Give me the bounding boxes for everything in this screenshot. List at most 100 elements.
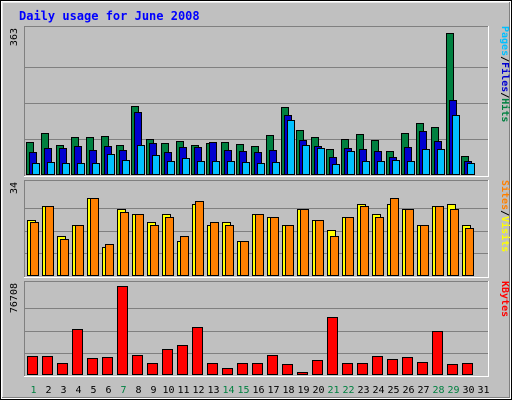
bar-pages-day-30	[467, 163, 475, 175]
bar-pages-day-3	[62, 163, 70, 175]
bar-pages-day-21	[332, 164, 340, 175]
legend-visits: Visits	[499, 216, 511, 252]
bar-kbytes-day-7	[117, 286, 128, 375]
x-tick-label: 27	[417, 385, 429, 396]
x-tick-label: 5	[90, 385, 96, 396]
bar-sites-day-7	[120, 212, 129, 276]
bar-sites-day-12	[195, 201, 204, 276]
series-legend: Pages/Files/Hits	[499, 26, 511, 122]
bar-sites-day-10	[165, 217, 174, 276]
legend-separator: /	[499, 56, 510, 62]
bar-sites-day-29	[450, 209, 459, 276]
bar-kbytes-day-24	[372, 356, 383, 375]
legend-pages: Pages	[499, 26, 510, 56]
bar-kbytes-day-21	[327, 317, 338, 375]
x-tick-label: 10	[162, 385, 174, 396]
bar-sites-day-4	[75, 225, 84, 276]
bar-pages-day-1	[32, 163, 40, 175]
bar-kbytes-day-16	[252, 363, 263, 375]
y-max-label: 363	[9, 28, 20, 46]
x-tick-label: 12	[192, 385, 204, 396]
bar-kbytes-day-17	[267, 355, 278, 375]
legend-separator: /	[499, 92, 510, 98]
bar-kbytes-day-6	[102, 357, 113, 375]
bar-kbytes-day-19	[297, 372, 308, 375]
bar-kbytes-day-12	[192, 327, 203, 375]
bar-kbytes-day-4	[72, 329, 83, 375]
bar-kbytes-day-8	[132, 355, 143, 375]
x-tick-label: 14	[222, 385, 234, 396]
bar-pages-day-16	[257, 163, 265, 175]
bar-kbytes-day-18	[282, 364, 293, 375]
bar-kbytes-day-29	[447, 364, 458, 375]
bar-kbytes-day-20	[312, 360, 323, 375]
bar-pages-day-17	[272, 162, 280, 175]
bar-sites-day-13	[210, 222, 219, 276]
x-tick-label: 31	[477, 385, 489, 396]
x-tick-label: 9	[150, 385, 156, 396]
x-tick-label: 13	[207, 385, 219, 396]
bar-kbytes-day-2	[42, 356, 53, 375]
bar-kbytes-day-28	[432, 331, 443, 375]
bar-kbytes-day-27	[417, 362, 428, 375]
x-tick-label: 4	[75, 385, 81, 396]
x-tick-label: 29	[447, 385, 459, 396]
bar-sites-day-16	[255, 214, 264, 276]
x-tick-label: 22	[342, 385, 354, 396]
x-tick-label: 18	[282, 385, 294, 396]
bar-pages-day-10	[167, 161, 175, 175]
bar-pages-day-19	[302, 145, 310, 175]
legend-separator: /	[499, 210, 510, 216]
x-tick-label: 23	[357, 385, 369, 396]
bar-pages-day-12	[197, 161, 205, 175]
bar-sites-day-21	[330, 236, 339, 276]
y-max-label: 34	[9, 182, 20, 194]
bar-kbytes-day-9	[147, 363, 158, 375]
bar-sites-day-19	[300, 209, 309, 276]
x-tick-label: 30	[462, 385, 474, 396]
bar-kbytes-day-14	[222, 368, 233, 375]
bar-kbytes-day-5	[87, 358, 98, 375]
x-tick-label: 21	[327, 385, 339, 396]
panel-kbytes: 76708 KBytes	[9, 281, 510, 377]
bar-pages-day-20	[317, 148, 325, 175]
bar-pages-day-7	[122, 160, 130, 175]
legend-sites: Sites	[499, 180, 511, 210]
bar-pages-day-5	[92, 163, 100, 175]
legend-files: Files	[499, 62, 511, 92]
x-tick-label: 20	[312, 385, 324, 396]
x-tick-label: 6	[105, 385, 111, 396]
x-tick-label: 7	[120, 385, 126, 396]
panel-visits-sites: 34 Sites/Visits	[9, 180, 511, 278]
x-axis: 1 2 3 4 5 6 7 8 9 10 11 12 13 14 15 16 17 18 19 20 21 22 23 24 2…	[30, 385, 489, 396]
bar-sites-day-9	[150, 225, 159, 276]
bar-sites-day-30	[465, 228, 474, 276]
bar-kbytes-day-25	[387, 359, 398, 375]
series-legend: KBytes	[499, 281, 510, 317]
bar-kbytes-day-10	[162, 349, 173, 375]
bar-pages-day-26	[407, 161, 415, 175]
bar-kbytes-day-13	[207, 363, 218, 375]
bar-pages-day-2	[47, 162, 55, 175]
bar-pages-day-23	[362, 161, 370, 175]
bar-sites-day-18	[285, 225, 294, 276]
bar-sites-day-3	[60, 239, 69, 276]
legend-kbytes: KBytes	[499, 281, 510, 317]
x-tick-label: 3	[60, 385, 66, 396]
bar-pages-day-4	[77, 163, 85, 175]
x-tick-label: 1	[30, 385, 36, 396]
x-tick-label: 16	[252, 385, 264, 396]
bar-sites-day-25	[390, 198, 399, 276]
bar-pages-day-24	[377, 161, 385, 175]
x-tick-label: 25	[387, 385, 399, 396]
bar-sites-day-28	[435, 206, 444, 276]
bar-sites-day-22	[345, 217, 354, 276]
x-tick-label: 26	[402, 385, 414, 396]
bar-pages-day-25	[392, 160, 400, 175]
bar-kbytes-day-1	[27, 356, 38, 375]
bar-kbytes-day-30	[462, 363, 473, 375]
bar-sites-day-17	[270, 217, 279, 276]
panel-hits-files-pages: 363 Pages/Files/Hits	[9, 26, 511, 177]
